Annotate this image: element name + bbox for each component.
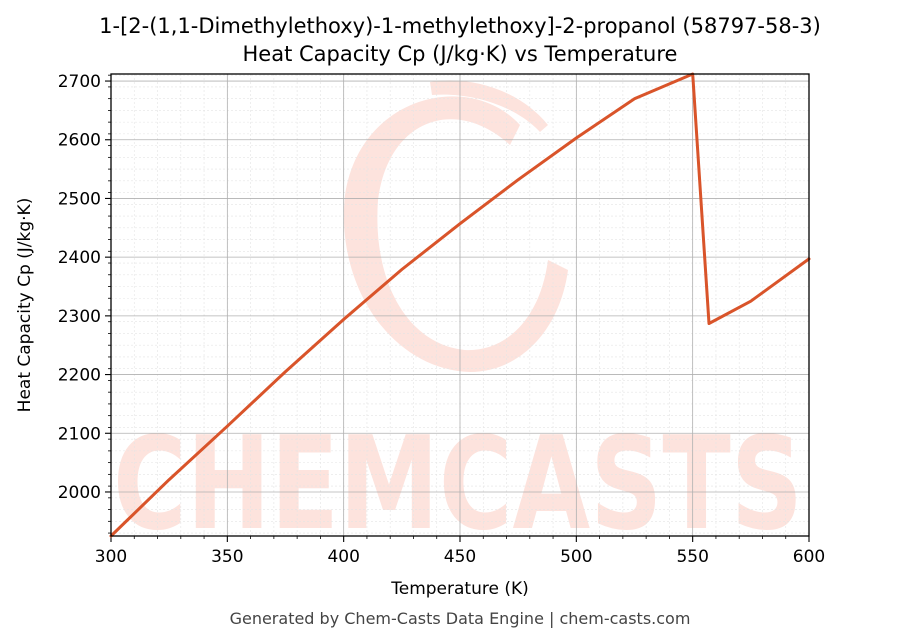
y-tick-label: 2200: [58, 366, 101, 386]
x-tick-label: 400: [327, 547, 359, 567]
plot-frame: [110, 73, 810, 537]
y-axis-label: Heat Capacity Cp (J/kg·K): [15, 198, 35, 413]
series-line: [109, 72, 811, 538]
y-tick-label: 2600: [58, 131, 101, 151]
y-tick-label: 2400: [58, 248, 101, 268]
y-tick-label: 2500: [58, 189, 101, 209]
watermark-logo: [343, 80, 568, 372]
x-tick-label: 500: [560, 547, 592, 567]
x-tick-label: 450: [444, 547, 476, 567]
x-tick-label: 550: [676, 547, 708, 567]
x-tick-label: 350: [211, 547, 243, 567]
footer-credit: Generated by Chem-Casts Data Engine | ch…: [230, 609, 691, 628]
y-tick-label: 2000: [58, 483, 101, 503]
chart-subtitle: Heat Capacity Cp (J/kg·K) vs Temperature: [243, 42, 678, 66]
grid: [110, 74, 810, 536]
series-layer: [109, 72, 811, 538]
chart-title: 1-[2-(1,1-Dimethylethoxy)-1-methylethoxy…: [99, 14, 821, 38]
x-tick-label: 300: [95, 547, 127, 567]
x-tick-label: 600: [793, 547, 825, 567]
y-tick-label: 2700: [58, 72, 101, 92]
x-axis-label: Temperature (K): [390, 579, 529, 599]
y-tick-label: 2100: [58, 424, 101, 444]
watermark-text: CHEMCASTS: [113, 410, 803, 559]
y-tick-label: 2300: [58, 307, 101, 327]
